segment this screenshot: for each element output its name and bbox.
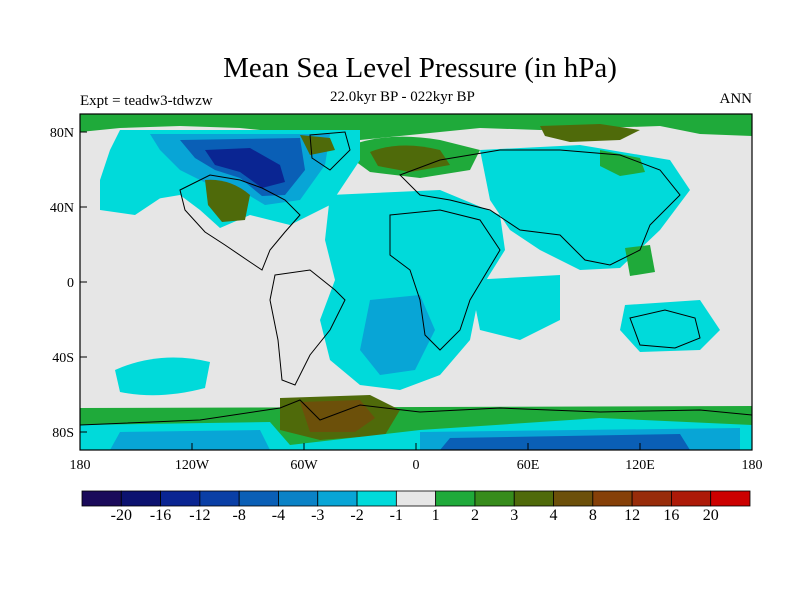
south-atlantic-negative-mid xyxy=(360,295,435,375)
indochina-positive xyxy=(625,245,655,276)
colorbar-swatch xyxy=(120,490,161,507)
colorbar-swatch xyxy=(435,490,476,507)
x-tick-label: 120E xyxy=(625,458,655,473)
colorbar-swatch xyxy=(160,490,201,507)
colorbar-swatch xyxy=(278,490,319,507)
colorbar-swatch xyxy=(513,490,554,507)
greenland-positive xyxy=(300,135,335,155)
australia-negative xyxy=(620,300,720,352)
x-tick-label: 180 xyxy=(742,458,763,473)
colorbar-label: -20 xyxy=(110,507,132,524)
north-america-coast xyxy=(179,174,301,271)
south-america-coast xyxy=(269,269,346,386)
colorbar-label: 8 xyxy=(588,507,597,524)
colorbar-label: 16 xyxy=(663,507,680,524)
period-label: 22.0kyr BP - 022kyr BP xyxy=(330,89,475,105)
asia-positive-core xyxy=(600,150,645,176)
colorbar-label: -1 xyxy=(389,507,404,524)
eurasia-coast xyxy=(399,149,681,266)
colorbar-swatch xyxy=(631,490,672,507)
colorbar-swatch xyxy=(356,490,397,507)
colorbar-label: 2 xyxy=(470,507,479,524)
x-tick-label: 180 xyxy=(70,458,91,473)
y-tick-labels: 80N 40N 0 40S 80S xyxy=(50,126,74,441)
colorbar-label: 20 xyxy=(702,507,719,524)
colorbar-swatch xyxy=(238,490,279,507)
x-tick-label: 120W xyxy=(175,458,210,473)
pacific-negative-northwest xyxy=(100,175,165,215)
rockies-positive xyxy=(205,179,250,222)
antarctic-positive-inner xyxy=(300,400,375,432)
australia-coast xyxy=(629,309,701,349)
x-tick-label: 60E xyxy=(517,458,540,473)
y-tick-label: 80N xyxy=(50,126,74,141)
colorbar-swatch xyxy=(592,490,633,507)
colorbar-label: 3 xyxy=(510,507,519,524)
x-tick-label: 60W xyxy=(290,458,318,473)
colorbar-swatch xyxy=(81,490,122,507)
colorbar-label: 1 xyxy=(431,507,440,524)
x-axis-ticks xyxy=(79,443,753,450)
colorbar-label: -3 xyxy=(311,507,325,524)
africa-coast xyxy=(389,209,501,351)
y-tick-label: 40S xyxy=(52,351,74,366)
colorbar-swatch xyxy=(553,490,594,507)
colorbar-label: -2 xyxy=(350,507,364,524)
hudson-negative-core xyxy=(205,148,285,188)
arctic-positive-band xyxy=(80,114,752,140)
y-tick-label: 0 xyxy=(67,276,74,291)
greenland-coast xyxy=(309,131,351,171)
south-pacific-negative xyxy=(115,357,210,396)
antarctic-negative-deep xyxy=(440,434,690,450)
colorbar-swatch xyxy=(671,490,712,507)
colorbar-swatch xyxy=(199,490,240,507)
colorbar-label: -8 xyxy=(232,507,246,524)
map-title: Mean Sea Level Pressure (in hPa) xyxy=(223,52,617,84)
x-tick-label: 0 xyxy=(413,458,420,473)
coastlines xyxy=(80,131,752,426)
europe-positive-core xyxy=(370,145,450,172)
colorbar-label: 4 xyxy=(549,507,558,524)
y-axis-ticks xyxy=(80,131,87,433)
season-label: ANN xyxy=(719,91,753,107)
colorbar-swatch xyxy=(395,490,437,507)
indian-negative xyxy=(470,275,560,340)
x-tick-labels: 180 120W 60W 0 60E 120E 180 xyxy=(70,458,763,473)
colorbar-label: -12 xyxy=(189,507,211,524)
antarctica-coast xyxy=(80,399,752,426)
colorbar xyxy=(81,490,751,507)
colorbar-label: -16 xyxy=(149,507,172,524)
experiment-label: Expt = teadw3-tdwzw xyxy=(80,93,213,109)
colorbar-swatch xyxy=(474,490,515,507)
colorbar-swatch xyxy=(317,490,358,507)
colorbar-label: 12 xyxy=(624,507,641,524)
siberia-positive xyxy=(540,124,640,142)
colorbar-label: -4 xyxy=(271,507,286,524)
asia-negative xyxy=(480,145,690,270)
colorbar-swatch xyxy=(710,490,751,507)
map-fill xyxy=(80,114,752,450)
y-tick-label: 80S xyxy=(52,426,74,441)
y-tick-label: 40N xyxy=(50,201,74,216)
